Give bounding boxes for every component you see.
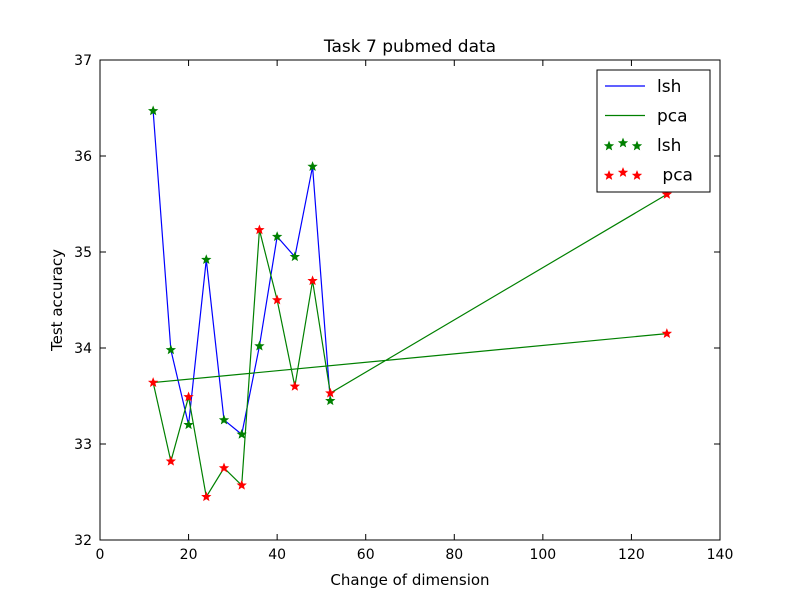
y-axis-label: Test accuracy xyxy=(48,249,66,352)
data-point-pca xyxy=(307,275,318,286)
legend: lsh pca lsh pca xyxy=(596,69,711,193)
legend-marker-2 xyxy=(631,140,643,151)
x-axis-label: Change of dimension xyxy=(330,571,489,589)
legend-box xyxy=(596,69,711,193)
data-point-lsh xyxy=(307,161,318,171)
data-point-pca xyxy=(271,294,283,305)
data-point-lsh xyxy=(236,428,247,439)
legend-label: lsh xyxy=(657,136,681,156)
legend-marker-3 xyxy=(617,167,629,177)
legend-label: pca xyxy=(657,107,688,127)
data-point-pca xyxy=(147,377,159,387)
data-point-lsh xyxy=(165,344,177,355)
data-point-pca xyxy=(218,462,230,473)
data-point-pca xyxy=(165,455,177,466)
data-point-pca xyxy=(236,479,247,490)
data-point-pca xyxy=(183,391,194,402)
x-tick-label: 60 xyxy=(357,547,375,563)
data-point-lsh xyxy=(325,395,336,406)
chart-title: Task 7 pubmed data xyxy=(323,37,496,57)
legend-label: pca xyxy=(657,166,693,186)
plot-frame xyxy=(99,59,721,541)
data-point-lsh xyxy=(218,414,230,425)
y-tick-label: 37 xyxy=(74,53,92,69)
y-tick-label: 36 xyxy=(74,149,92,165)
data-point-lsh xyxy=(254,340,265,351)
data-point-pca xyxy=(661,328,673,338)
legend-marker-3 xyxy=(603,170,615,180)
x-tick-label: 40 xyxy=(268,547,286,563)
data-point-lsh xyxy=(183,419,194,430)
data-point-pca xyxy=(289,380,301,391)
data-point-pca xyxy=(325,387,336,398)
legend-marker-2 xyxy=(603,140,615,151)
data-point-pca xyxy=(201,491,212,502)
legend-label: lsh xyxy=(657,77,681,97)
x-tick-label: 0 xyxy=(96,547,105,563)
x-tick-label: 80 xyxy=(445,547,463,563)
y-tick-label: 35 xyxy=(74,245,92,261)
data-point-pca xyxy=(254,224,265,235)
data-point-lsh xyxy=(289,251,301,262)
data-point-pca xyxy=(661,188,673,199)
x-tick-label: 120 xyxy=(618,547,645,563)
data-point-lsh xyxy=(271,231,283,242)
y-tick-label: 32 xyxy=(74,533,92,549)
data-point-lsh xyxy=(201,254,212,265)
legend-marker-2 xyxy=(617,137,629,148)
x-tick-label: 20 xyxy=(180,547,198,563)
x-tick-label: 140 xyxy=(707,547,734,563)
legend-marker-3 xyxy=(631,170,643,180)
x-tick-label: 100 xyxy=(529,547,556,563)
data-point-lsh xyxy=(147,105,159,116)
y-tick-label: 33 xyxy=(74,437,92,453)
y-tick-label: 34 xyxy=(74,341,92,357)
